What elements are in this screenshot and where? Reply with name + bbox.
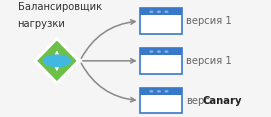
Text: верс: верс	[186, 96, 209, 106]
Circle shape	[165, 11, 168, 12]
Circle shape	[157, 91, 160, 92]
Text: нагрузки: нагрузки	[18, 19, 66, 29]
Circle shape	[44, 55, 70, 67]
Polygon shape	[35, 39, 79, 83]
Circle shape	[150, 11, 153, 12]
Text: версия 1: версия 1	[186, 56, 231, 66]
Circle shape	[157, 11, 160, 12]
Text: Балансировщик: Балансировщик	[18, 2, 102, 12]
Bar	[140, 88, 182, 95]
Bar	[140, 48, 182, 74]
Circle shape	[165, 91, 168, 92]
Text: Canary: Canary	[203, 96, 242, 106]
Circle shape	[157, 51, 160, 52]
Text: версия 1: версия 1	[186, 16, 231, 26]
Circle shape	[150, 51, 153, 52]
Bar	[140, 88, 182, 113]
Circle shape	[150, 91, 153, 92]
Bar	[140, 8, 182, 15]
Bar	[140, 48, 182, 55]
Bar	[140, 8, 182, 34]
Circle shape	[165, 51, 168, 52]
